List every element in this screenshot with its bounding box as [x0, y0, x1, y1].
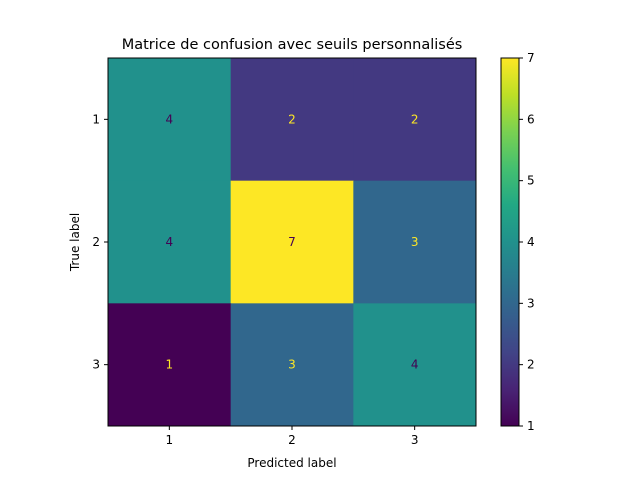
colorbar-tick-label: 1	[527, 419, 535, 433]
y-tick-label: 3	[92, 358, 100, 372]
cell-value-3-2: 3	[288, 358, 296, 372]
x-tick-label: 3	[411, 433, 419, 447]
colorbar-tick-label: 5	[527, 174, 535, 188]
matrix-cell-3-1	[108, 303, 232, 427]
cell-value-1-3: 2	[411, 112, 419, 126]
y-axis-label: True label	[68, 213, 82, 272]
matrix-cell-3-3	[353, 303, 477, 427]
colorbar-tick-label: 2	[527, 358, 535, 372]
colorbar-tick-label: 6	[527, 112, 535, 126]
x-axis-label: Predicted label	[247, 456, 336, 470]
colorbar	[500, 57, 520, 427]
matrix-cell-1-2	[230, 58, 354, 182]
y-tick-label: 1	[92, 112, 100, 126]
y-tick-label: 2	[92, 235, 100, 249]
cell-value-2-2: 7	[288, 235, 296, 249]
chart-title: Matrice de confusion avec seuils personn…	[122, 37, 463, 53]
cell-value-3-3: 4	[411, 358, 419, 372]
matrix-cell-2-3	[353, 180, 477, 304]
cell-value-1-1: 4	[166, 112, 174, 126]
matrix-cell-2-1	[108, 180, 232, 304]
matrix-cell-3-2	[230, 303, 354, 427]
cell-value-2-1: 4	[166, 235, 174, 249]
cell-value-3-1: 1	[166, 358, 174, 372]
x-tick-label: 2	[288, 433, 296, 447]
x-tick-label: 1	[166, 433, 174, 447]
matrix-cell-1-1	[108, 58, 232, 182]
colorbar-tick-label: 4	[527, 235, 535, 249]
cell-value-1-2: 2	[288, 112, 296, 126]
matrix-cell-2-2	[230, 180, 354, 304]
cell-value-2-3: 3	[411, 235, 419, 249]
colorbar-tick-label: 3	[527, 296, 535, 310]
matrix-cell-1-3	[353, 58, 477, 182]
colorbar-tick-label: 7	[527, 51, 535, 65]
